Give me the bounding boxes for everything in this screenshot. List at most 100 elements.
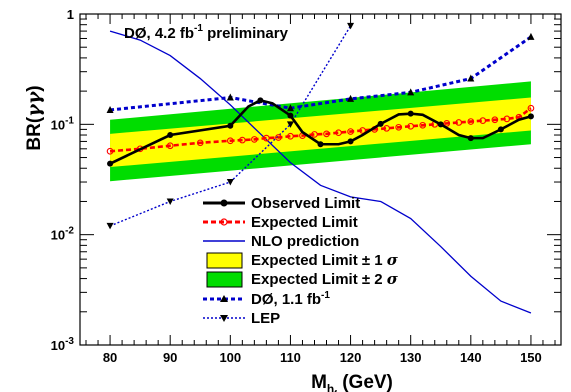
x-label-sub: h — [327, 382, 334, 392]
observed-point — [347, 138, 354, 145]
x-tick-label: 110 — [280, 350, 301, 365]
y-axis-label: BR(γγ) — [23, 85, 45, 150]
series-nlo-line — [109, 30, 532, 314]
annotation-suffix: preliminary — [203, 25, 289, 42]
observed-point — [527, 113, 534, 120]
x-axis-label: Mhf (GeV) — [311, 372, 393, 392]
legend-label-nlo: NLO prediction — [251, 233, 359, 250]
x-label-subsub: f — [334, 389, 337, 392]
annotation-prefix: DØ, 4.2 fb — [124, 25, 194, 42]
legend-item-band1: Expected Limit ± 1 σ — [206, 251, 399, 269]
observed-point — [467, 135, 474, 142]
lep-point — [106, 222, 114, 230]
legend-label-observed: Observed Limit — [251, 195, 360, 212]
y-tick-label: 10-1 — [51, 115, 75, 132]
band-1sigma — [110, 97, 531, 168]
lep-point — [347, 22, 355, 30]
expected-point — [395, 123, 403, 131]
expected-point — [251, 136, 258, 143]
observed-point — [317, 141, 324, 148]
d0-old-point — [347, 94, 355, 102]
observed-point — [437, 121, 444, 128]
expected-point — [196, 139, 204, 147]
expected-point — [419, 121, 427, 129]
expected-point — [238, 136, 246, 144]
y-label-main: BR( — [24, 116, 45, 150]
observed-point — [497, 126, 504, 133]
d0-old-point — [106, 105, 114, 113]
y-tick-label: 1 — [67, 7, 74, 22]
observed-point — [257, 97, 264, 104]
chart-annotation: DØ, 4.2 fb-1 preliminary — [124, 23, 289, 42]
y-label-close: ) — [24, 85, 45, 91]
expected-point — [323, 130, 330, 138]
d0-old-point — [407, 88, 415, 96]
observed-point — [287, 112, 294, 119]
expected-point — [335, 129, 342, 137]
observed-point — [167, 132, 174, 139]
series-observed-line — [109, 98, 532, 165]
series-expected-line — [109, 107, 532, 153]
legend-item-d0-old: DØ, 1.1 fb-1 — [203, 290, 330, 308]
axis-ticks: 80 90 100 110 120 130 140 150 1 10-1 10-2 10-3 — [51, 7, 561, 365]
x-tick-label: 120 — [340, 350, 362, 365]
x-label-base: M — [311, 372, 327, 392]
expected-point — [287, 132, 294, 140]
expected-point — [106, 147, 114, 155]
expected-point — [347, 128, 354, 135]
y-tick-label: 10-2 — [51, 226, 75, 243]
expected-point — [226, 137, 234, 145]
expected-point — [503, 115, 511, 123]
x-tick-label: 130 — [400, 350, 422, 365]
d0-old-point — [467, 74, 475, 82]
expected-point — [166, 142, 174, 150]
y-label-greek: γγ — [23, 90, 45, 117]
d0-old-point — [226, 93, 234, 101]
expected-point — [527, 104, 535, 112]
expected-point — [467, 118, 475, 125]
legend-item-lep: LEP — [203, 310, 280, 327]
expected-point — [263, 134, 270, 142]
legend-label-band2: Expected Limit ± 2 σ — [251, 270, 399, 288]
expected-point — [275, 134, 282, 141]
lep-point — [166, 198, 174, 205]
legend: Observed Limit Expected Limit NLO predic… — [203, 195, 399, 327]
expected-point — [359, 127, 366, 134]
legend-item-observed: Observed Limit — [203, 195, 360, 212]
expected-point — [311, 131, 318, 138]
legend-item-nlo: NLO prediction — [203, 233, 359, 250]
expected-point — [383, 124, 390, 132]
x-tick-label: 90 — [163, 350, 177, 365]
expected-point — [491, 116, 499, 124]
x-tick-label: 150 — [520, 350, 542, 365]
x-label-unit: (GeV) — [337, 372, 393, 392]
annotation-sup: -1 — [194, 23, 203, 34]
plot-border — [79, 13, 562, 346]
expected-point — [407, 122, 415, 130]
legend-item-band2: Expected Limit ± 2 σ — [206, 270, 399, 288]
observed-point — [107, 160, 114, 167]
y-tick-label: 10-3 — [51, 336, 75, 353]
legend-label-d0-old: DØ, 1.1 fb-1 — [251, 290, 330, 308]
legend-label-expected: Expected Limit — [251, 214, 358, 231]
d0-old-point — [286, 104, 294, 112]
expected-point — [479, 117, 487, 124]
observed-point — [407, 110, 414, 117]
x-tick-label: 140 — [460, 350, 482, 365]
data-series — [106, 22, 535, 314]
expected-point — [443, 120, 451, 127]
x-tick-label: 100 — [219, 350, 241, 365]
d0-old-point — [527, 32, 535, 40]
legend-label-band1: Expected Limit ± 1 σ — [251, 251, 399, 269]
x-tick-label: 80 — [103, 350, 117, 365]
expected-point — [455, 119, 463, 126]
lep-point — [226, 179, 234, 186]
observed-point — [377, 120, 384, 127]
plot-frame — [79, 13, 562, 346]
uncertainty-bands — [110, 81, 531, 182]
legend-label-lep: LEP — [251, 310, 280, 327]
observed-point — [227, 122, 234, 129]
lep-point — [286, 121, 294, 128]
legend-item-expected: Expected Limit — [203, 214, 358, 231]
